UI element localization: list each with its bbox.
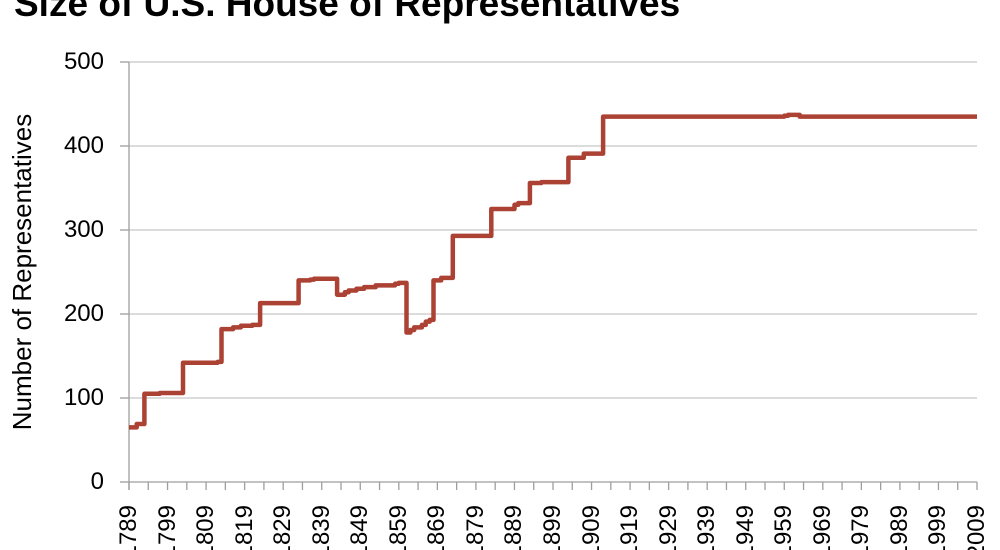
x-tick-label: 2009 (963, 505, 990, 550)
y-tick-label: 0 (90, 468, 104, 495)
x-tick-label: 1839 (307, 505, 335, 550)
x-tick-label: 1889 (500, 505, 528, 550)
x-tick-label: 1789 (115, 505, 142, 550)
y-tick-label: 400 (63, 132, 104, 159)
x-tick-label: 1879 (461, 505, 489, 550)
x-tick-label: 1859 (384, 505, 412, 550)
x-tick-label: 1969 (808, 505, 836, 550)
x-tick-label: 1849 (346, 505, 374, 550)
x-tick-label: 1899 (539, 505, 566, 550)
x-tick-label: 1949 (731, 505, 759, 550)
y-tick-label: 500 (63, 48, 104, 75)
x-tick-label: 1979 (847, 505, 875, 550)
data-series-line (129, 112, 977, 430)
x-tick-label: 1989 (885, 505, 913, 550)
x-tick-label: 1799 (153, 505, 181, 550)
y-tick-label: 100 (63, 384, 104, 411)
x-tick-label: 1819 (230, 505, 258, 550)
x-tick-label: 1829 (269, 505, 297, 550)
x-tick-label: 1869 (423, 505, 451, 550)
x-tick-label: 1959 (770, 505, 798, 550)
x-tick-label: 1999 (924, 505, 952, 550)
chart-title: Size of U.S. House of Representatives (14, 0, 681, 24)
x-tick-label: 1909 (577, 505, 605, 550)
x-tick-label: 1809 (192, 505, 220, 550)
y-tick-label: 200 (63, 300, 104, 327)
y-tick-label: 300 (63, 216, 104, 243)
x-tick-label: 1939 (693, 505, 721, 550)
x-tick-label: 1929 (654, 505, 682, 550)
x-tick-label: 1919 (616, 505, 644, 550)
